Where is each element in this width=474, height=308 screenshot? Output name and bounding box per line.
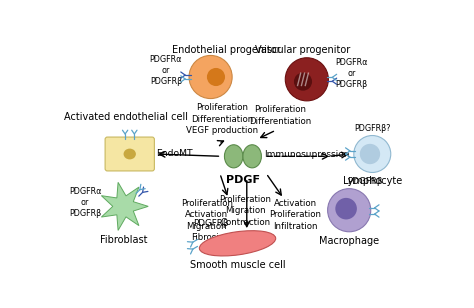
Text: EndoMT: EndoMT bbox=[156, 149, 192, 159]
Circle shape bbox=[354, 136, 391, 172]
Circle shape bbox=[294, 73, 312, 91]
Ellipse shape bbox=[225, 145, 243, 168]
Circle shape bbox=[360, 144, 380, 164]
Text: Activated endothelial cell: Activated endothelial cell bbox=[64, 112, 188, 122]
Circle shape bbox=[328, 188, 371, 232]
Circle shape bbox=[207, 68, 225, 86]
Text: Immunosupression: Immunosupression bbox=[264, 150, 350, 159]
Circle shape bbox=[285, 58, 328, 101]
Ellipse shape bbox=[243, 145, 261, 168]
Text: Macrophage: Macrophage bbox=[319, 236, 379, 245]
FancyBboxPatch shape bbox=[105, 137, 155, 171]
Text: Proliferation
Differentiation: Proliferation Differentiation bbox=[249, 105, 311, 126]
Text: PDGFRβ: PDGFRβ bbox=[193, 219, 228, 228]
Text: PDGFRα
or
PDGFRβ: PDGFRα or PDGFRβ bbox=[335, 58, 368, 89]
Text: PDGFRα
or
PDGFRβ: PDGFRα or PDGFRβ bbox=[69, 187, 101, 218]
Ellipse shape bbox=[124, 149, 136, 159]
Circle shape bbox=[335, 198, 357, 220]
Text: PDGFRβ: PDGFRβ bbox=[347, 177, 383, 186]
Circle shape bbox=[189, 55, 232, 99]
Text: Proliferation
Migration
Contraction: Proliferation Migration Contraction bbox=[219, 195, 271, 227]
Text: PDGF: PDGF bbox=[226, 175, 260, 185]
Text: PDGFRβ?: PDGFRβ? bbox=[354, 124, 391, 133]
Text: Lymphocyte: Lymphocyte bbox=[343, 176, 402, 186]
Text: Smooth muscle cell: Smooth muscle cell bbox=[190, 260, 285, 270]
Text: Fibroblast: Fibroblast bbox=[100, 235, 147, 245]
Ellipse shape bbox=[200, 231, 276, 256]
Text: Proliferation
Activation
Migration
Fibrosis: Proliferation Activation Migration Fibro… bbox=[181, 199, 233, 242]
Polygon shape bbox=[101, 182, 148, 230]
Text: Vascular progenitor: Vascular progenitor bbox=[255, 45, 351, 55]
Text: Proliferation
Differentiation
VEGF production: Proliferation Differentiation VEGF produ… bbox=[186, 103, 258, 135]
Text: Endothelial progenitor: Endothelial progenitor bbox=[172, 45, 280, 55]
Text: PDGFRα
or
PDGFRβ: PDGFRα or PDGFRβ bbox=[150, 55, 182, 87]
Text: Activation
Proliferation
Infiltration: Activation Proliferation Infiltration bbox=[269, 199, 321, 231]
